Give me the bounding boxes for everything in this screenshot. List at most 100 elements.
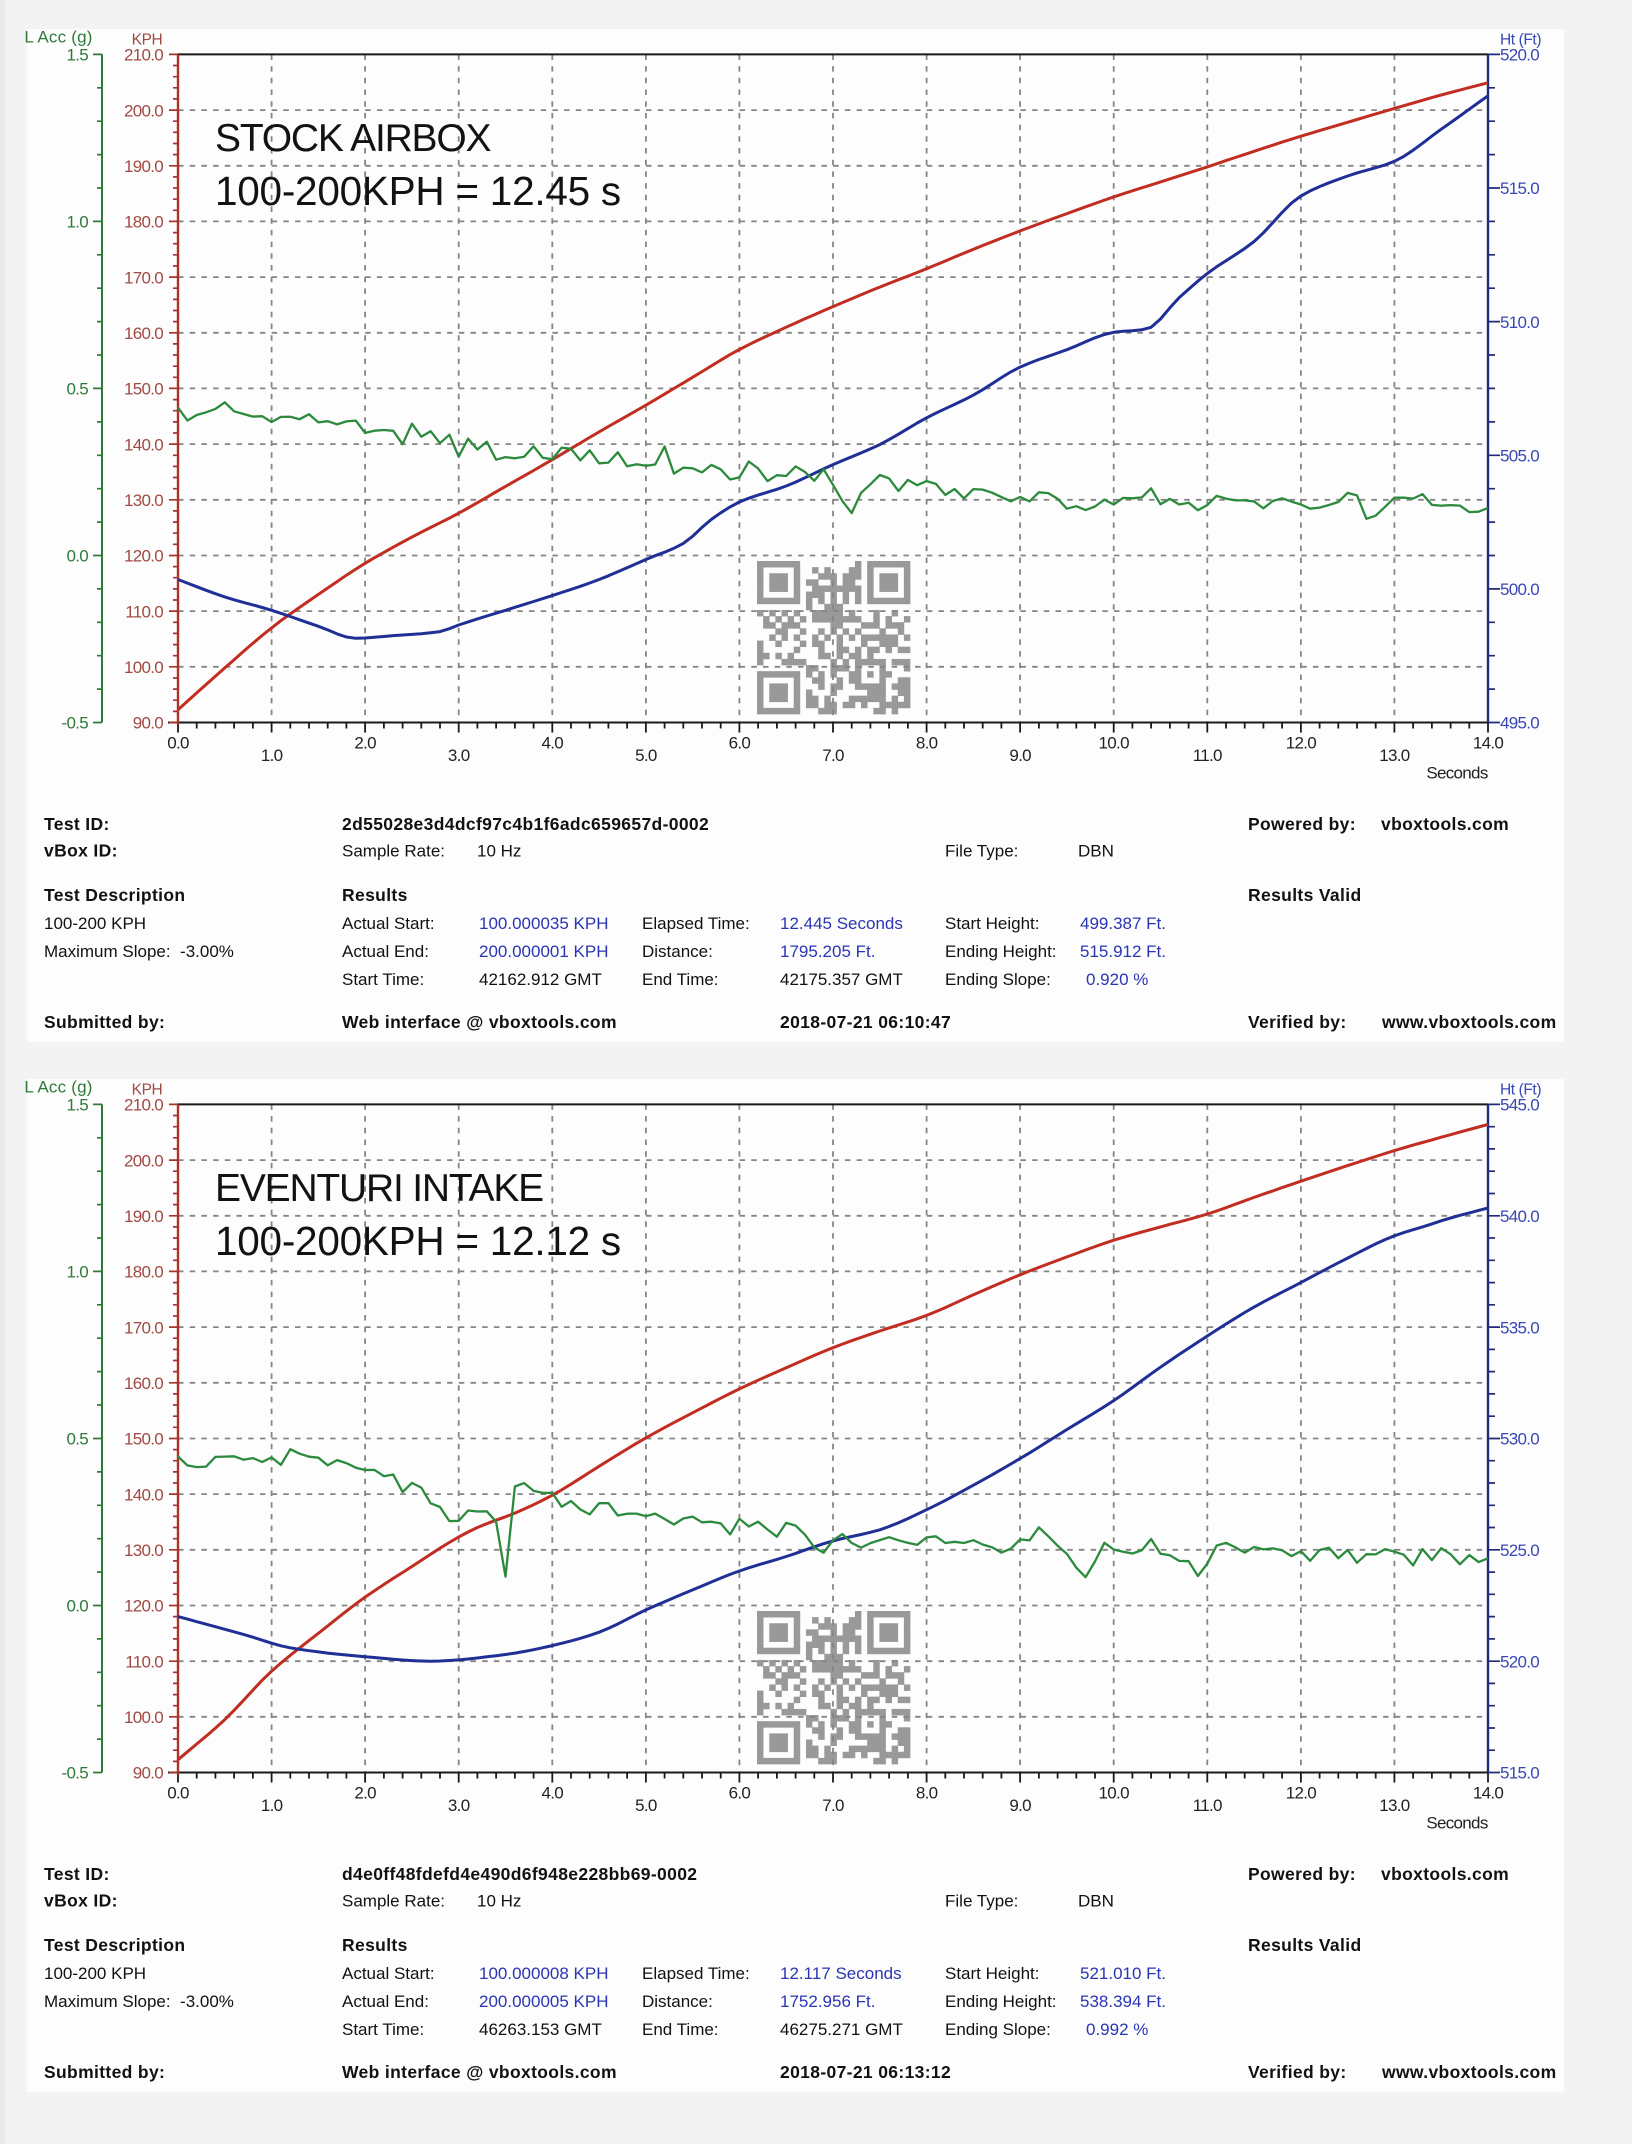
svg-text:Results Valid: Results Valid [1248,885,1361,905]
svg-text:End Time:: End Time: [642,970,719,989]
svg-text:Maximum Slope: -3.00%: Maximum Slope: -3.00% [44,1992,234,2011]
svg-text:515.0: 515.0 [1500,179,1539,198]
svg-text:1.5: 1.5 [66,1096,88,1115]
svg-text:140.0: 140.0 [124,1485,163,1504]
svg-text:13.0: 13.0 [1379,1796,1410,1815]
svg-text:3.0: 3.0 [448,746,470,765]
svg-text:200.000005 KPH: 200.000005 KPH [479,1992,609,2011]
svg-text:DBN: DBN [1078,842,1114,861]
svg-text:100-200KPH = 12.45 s: 100-200KPH = 12.45 s [215,168,621,214]
svg-text:140.0: 140.0 [124,435,163,454]
svg-text:DBN: DBN [1078,1892,1114,1911]
svg-text:515.0: 515.0 [1500,1764,1539,1783]
svg-text:521.010 Ft.: 521.010 Ft. [1080,1964,1166,1983]
svg-text:1.0: 1.0 [261,1796,283,1815]
svg-text:Verified by:: Verified by: [1248,2062,1347,2082]
svg-text:100-200 KPH: 100-200 KPH [44,1964,146,1983]
svg-text:120.0: 120.0 [124,547,163,566]
svg-text:120.0: 120.0 [124,1597,163,1616]
svg-text:2018-07-21 06:13:12: 2018-07-21 06:13:12 [780,2062,951,2082]
svg-text:d4e0ff48fdefd4e490d6f948e228bb: d4e0ff48fdefd4e490d6f948e228bb69-0002 [342,1864,697,1884]
svg-text:500.0: 500.0 [1500,580,1539,599]
svg-text:170.0: 170.0 [124,1318,163,1337]
svg-text:0.0: 0.0 [66,547,88,566]
svg-text:7.0: 7.0 [822,746,844,765]
svg-text:6.0: 6.0 [729,734,751,753]
svg-text:14.0: 14.0 [1473,734,1504,753]
svg-text:2d55028e3d4dcf97c4b1f6adc65965: 2d55028e3d4dcf97c4b1f6adc659657d-0002 [342,814,709,834]
svg-text:Elapsed Time:: Elapsed Time: [642,914,750,933]
svg-text:90.0: 90.0 [133,714,164,733]
svg-text:Actual Start:: Actual Start: [342,914,435,933]
svg-text:495.0: 495.0 [1500,714,1539,733]
svg-text:Maximum Slope: -3.00%: Maximum Slope: -3.00% [44,942,234,961]
svg-text:Seconds: Seconds [1426,764,1487,783]
svg-text:100.0: 100.0 [124,658,163,677]
svg-text:vBox ID:: vBox ID: [44,841,118,861]
svg-text:7.0: 7.0 [822,1796,844,1815]
svg-text:L Acc (g): L Acc (g) [24,1077,92,1096]
svg-text:9.0: 9.0 [1009,1796,1031,1815]
svg-text:0.992 %: 0.992 % [1086,2020,1148,2039]
svg-text:130.0: 130.0 [124,1541,163,1560]
svg-text:2.0: 2.0 [354,734,376,753]
svg-text:11.0: 11.0 [1193,1796,1222,1815]
svg-text:12.445 Seconds: 12.445 Seconds [780,914,903,933]
svg-text:90.0: 90.0 [133,1764,164,1783]
svg-text:150.0: 150.0 [124,1430,163,1449]
svg-text:130.0: 130.0 [124,491,163,510]
svg-text:Powered by:: Powered by: [1248,1864,1356,1884]
svg-text:Results Valid: Results Valid [1248,1935,1361,1955]
svg-text:8.0: 8.0 [916,1784,938,1803]
svg-text:9.0: 9.0 [1009,746,1031,765]
svg-text:Sample Rate:: Sample Rate: [342,842,445,861]
svg-text:530.0: 530.0 [1500,1430,1539,1449]
svg-text:0.5: 0.5 [66,380,88,399]
svg-text:Distance:: Distance: [642,942,713,961]
svg-text:46275.271 GMT: 46275.271 GMT [780,2020,903,2039]
svg-text:100-200 KPH: 100-200 KPH [44,914,146,933]
svg-text:10 Hz: 10 Hz [477,1892,521,1911]
svg-text:STOCK AIRBOX: STOCK AIRBOX [215,117,491,160]
svg-text:545.0: 545.0 [1500,1096,1539,1115]
svg-text:100.000035 KPH: 100.000035 KPH [479,914,609,933]
svg-text:180.0: 180.0 [124,213,163,232]
svg-text:12.0: 12.0 [1286,1784,1317,1803]
svg-text:110.0: 110.0 [125,1652,163,1671]
svg-text:515.912 Ft.: 515.912 Ft. [1080,942,1166,961]
svg-text:12.0: 12.0 [1286,734,1317,753]
svg-text:Powered by:: Powered by: [1248,814,1356,834]
svg-text:1.5: 1.5 [66,46,88,65]
svg-text:1.0: 1.0 [261,746,283,765]
svg-text:190.0: 190.0 [124,1207,163,1226]
svg-text:Test Description: Test Description [44,1935,185,1955]
svg-text:Ending Slope:: Ending Slope: [945,2020,1051,2039]
svg-text:Web interface @ vboxtools.com: Web interface @ vboxtools.com [342,1012,617,1032]
svg-text:Start Time:: Start Time: [342,2020,424,2039]
svg-text:520.0: 520.0 [1500,46,1539,65]
svg-text:Sample Rate:: Sample Rate: [342,1892,445,1911]
svg-text:Verified by:: Verified by: [1248,1012,1347,1032]
svg-text:200.0: 200.0 [124,1151,163,1170]
svg-text:10 Hz: 10 Hz [477,842,521,861]
svg-text:499.387 Ft.: 499.387 Ft. [1080,914,1166,933]
svg-text:EVENTURI INTAKE: EVENTURI INTAKE [215,1167,543,1210]
svg-text:4.0: 4.0 [542,734,564,753]
svg-text:vboxtools.com: vboxtools.com [1381,1864,1509,1884]
svg-text:540.0: 540.0 [1500,1207,1539,1226]
svg-text:Submitted by:: Submitted by: [44,1012,165,1032]
svg-text:vboxtools.com: vboxtools.com [1381,814,1509,834]
svg-text:538.394 Ft.: 538.394 Ft. [1080,1992,1166,2011]
svg-text:Ht (Ft): Ht (Ft) [1500,32,1541,49]
svg-text:KPH: KPH [132,1082,163,1099]
svg-text:46263.153 GMT: 46263.153 GMT [479,2020,602,2039]
svg-text:160.0: 160.0 [124,1374,163,1393]
svg-text:13.0: 13.0 [1379,746,1410,765]
svg-text:Web interface @ vboxtools.com: Web interface @ vboxtools.com [342,2062,617,2082]
svg-text:12.117 Seconds: 12.117 Seconds [780,1964,902,1983]
svg-text:End Time:: End Time: [642,2020,719,2039]
svg-text:Distance:: Distance: [642,1992,713,2011]
svg-text:180.0: 180.0 [124,1263,163,1282]
svg-text:1795.205 Ft.: 1795.205 Ft. [780,942,875,961]
svg-text:www.vboxtools.com: www.vboxtools.com [1381,1012,1557,1032]
